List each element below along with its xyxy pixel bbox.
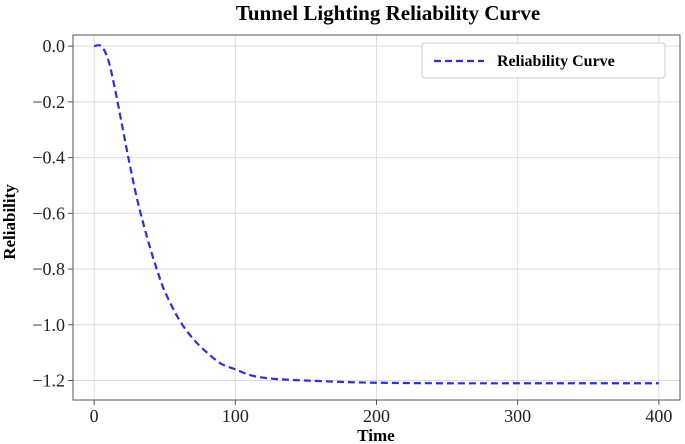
y-tick-label: −0.6	[32, 203, 65, 223]
legend-box	[421, 42, 666, 79]
x-axis-label: Time	[357, 426, 395, 444]
y-tick-label: −0.2	[32, 92, 65, 112]
y-tick-label: −0.8	[32, 259, 65, 279]
y-axis-label: Reliability	[0, 184, 19, 260]
x-tick-label: 400	[645, 406, 672, 426]
chart-title: Tunnel Lighting Reliability Curve	[236, 1, 540, 25]
series-line-reliability-curve	[93, 44, 659, 385]
y-tick-label: −0.4	[32, 148, 65, 168]
legend: Reliability Curve	[421, 42, 666, 79]
y-tick-label: −1.0	[32, 315, 65, 335]
y-tick-label: 0.0	[43, 36, 66, 56]
y-tick-label: −1.2	[32, 370, 65, 390]
x-tick-label: 200	[363, 406, 390, 426]
x-tick-label: 100	[222, 406, 249, 426]
x-tick-label: 300	[504, 406, 531, 426]
x-tick-label: 0	[90, 406, 99, 426]
axis-ticks: 0 100 200 300 400 0.0 −0.2 −0.4 −0.6 −0.8 −1.0 −1.2	[32, 36, 672, 426]
legend-label: Reliability Curve	[497, 53, 615, 70]
grid-lines	[73, 35, 680, 400]
